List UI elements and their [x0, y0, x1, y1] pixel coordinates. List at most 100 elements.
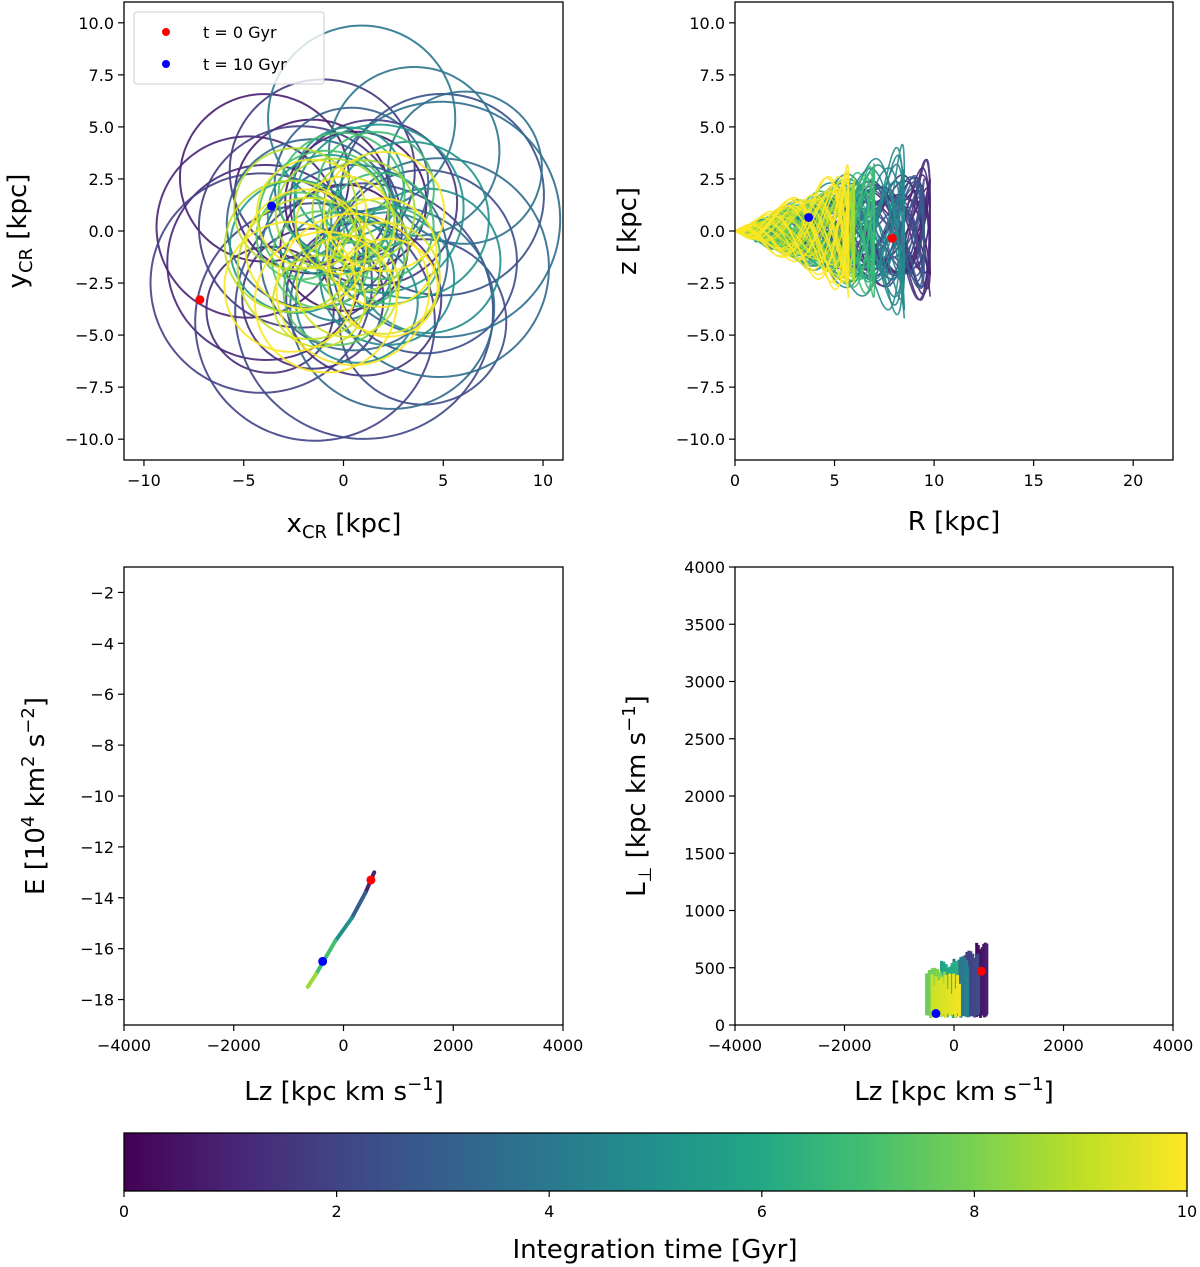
y-tick-label: 0.0 — [700, 222, 725, 241]
colorbar-tick-label: 0 — [119, 1202, 129, 1221]
xy-x-axis-label: xCR [kpc] — [287, 509, 402, 543]
x-tick-label: −4000 — [708, 1036, 762, 1055]
y-tick-label: −2 — [90, 583, 114, 602]
x-tick-label: −4000 — [97, 1036, 151, 1055]
y-tick-label: 7.5 — [89, 66, 114, 85]
x-tick-label: −2000 — [207, 1036, 261, 1055]
rz-y-ticks: 10.0 7.5 5.0 2.5 0.0 −2.5 −5.0 −7.5 −10.0 — [676, 14, 735, 449]
e-lz-x-axis-label: Lz [kpc km s−1] — [244, 1074, 444, 1107]
colorbar-tick-label: 2 — [332, 1202, 342, 1221]
x-tick-label: 4000 — [543, 1036, 584, 1055]
orbit-line — [293, 126, 405, 238]
orbit-line — [322, 151, 446, 273]
y-tick-label: 0 — [715, 1016, 725, 1035]
end-point-marker — [931, 1009, 941, 1019]
colorbar-tick-label: 10 — [1177, 1202, 1197, 1221]
y-tick-label: −10 — [80, 787, 114, 806]
legend-label-t0: t = 0 Gyr — [203, 23, 277, 42]
y-tick-label: 2000 — [684, 787, 725, 806]
orbit-line — [387, 90, 543, 245]
x-tick-label: 5 — [438, 471, 448, 490]
y-tick-label: −7.5 — [686, 378, 725, 397]
orbit-line — [293, 123, 465, 294]
orbit-line — [735, 163, 850, 298]
xy-y-ticks: 10.0 7.5 5.0 2.5 0.0 −2.5 −5.0 −7.5 −10.0 — [65, 14, 124, 449]
panel-e-lz: −4000 −2000 0 2000 4000 −2 −4 −6 −8 −10 −12 −14 −16… — [18, 566, 583, 1107]
lperp-lz-y-ticks: 4000 3500 3000 2500 2000 1500 1000 500 0 — [684, 558, 735, 1035]
y-tick-label: 3500 — [684, 615, 725, 634]
y-tick-label: 1500 — [684, 844, 725, 863]
colorbar-tick-label: 6 — [757, 1202, 767, 1221]
y-tick-label: −10.0 — [65, 430, 114, 449]
orbit-line — [244, 188, 367, 310]
track-segment — [305, 972, 319, 989]
legend-label-t10: t = 10 Gyr — [203, 55, 287, 74]
y-tick-label: 10.0 — [78, 14, 114, 33]
e-lz-plot-frame — [123, 566, 564, 1026]
legend-box — [133, 11, 325, 85]
x-tick-label: 20 — [1123, 471, 1143, 490]
end-point-marker — [318, 956, 328, 966]
orbit-line — [326, 197, 438, 309]
orbit-line — [295, 234, 400, 338]
lperp-lz-x-axis-label: Lz [kpc km s−1] — [854, 1074, 1054, 1107]
orbit-line — [274, 157, 389, 271]
e-lz-x-ticks: −4000 −2000 0 2000 4000 — [97, 1025, 583, 1055]
orbit-line — [294, 175, 396, 276]
xy-x-ticks: −10 −5 0 5 10 — [127, 460, 553, 490]
x-tick-label: 0 — [338, 471, 348, 490]
legend-marker-t0 — [162, 28, 170, 36]
y-tick-label: 2500 — [684, 730, 725, 749]
xy-orbit-lines — [149, 24, 562, 442]
orbit-line — [253, 230, 398, 374]
y-tick-label: −8 — [90, 736, 114, 755]
y-tick-label: −7.5 — [75, 378, 114, 397]
orbit-line — [271, 254, 367, 348]
x-tick-label: 15 — [1023, 471, 1043, 490]
lperp-lz-plot-frame — [734, 566, 1174, 1026]
orbit-line — [311, 159, 416, 263]
orbit-line — [194, 202, 436, 442]
start-point-marker — [976, 966, 986, 976]
colorbar-tick-label: 8 — [969, 1202, 979, 1221]
orbit-line — [205, 245, 335, 374]
x-tick-label: −5 — [232, 471, 256, 490]
x-tick-label: 10 — [924, 471, 944, 490]
x-tick-label: 2000 — [1043, 1036, 1084, 1055]
orbit-line — [327, 66, 501, 237]
e-lz-y-ticks: −2 −4 −6 −8 −10 −12 −14 −16 −18 — [80, 583, 124, 1010]
panel-lperp-lz: −4000 −2000 0 2000 4000 4000 3500 3000 2500 2000… — [619, 558, 1193, 1107]
x-tick-label: 0 — [730, 471, 740, 490]
lperp-lz-bands — [925, 942, 989, 1019]
y-tick-label: −5.0 — [686, 326, 725, 345]
colorbar-label: Integration time [Gyr] — [512, 1235, 797, 1265]
y-tick-label: −5.0 — [75, 326, 114, 345]
lperp-lz-x-ticks: −4000 −2000 0 2000 4000 — [708, 1025, 1193, 1055]
y-tick-label: −14 — [80, 889, 114, 908]
y-tick-label: 1000 — [684, 902, 725, 921]
y-tick-label: 0.0 — [89, 222, 114, 241]
rz-y-axis-label: z [kpc] — [613, 187, 643, 275]
x-tick-label: 4000 — [1153, 1036, 1194, 1055]
x-tick-label: 10 — [533, 471, 553, 490]
end-point-marker — [267, 201, 277, 211]
y-tick-label: −2.5 — [686, 274, 725, 293]
orbit-line — [338, 238, 508, 406]
xy-y-axis-label: yCR [kpc] — [3, 174, 37, 289]
orbit-line — [330, 140, 490, 299]
start-point-marker — [366, 875, 376, 885]
legend-marker-t10 — [162, 60, 170, 68]
y-tick-label: −4 — [90, 634, 114, 653]
x-tick-label: 5 — [829, 471, 839, 490]
x-tick-label: 0 — [338, 1036, 348, 1055]
start-point-marker — [887, 233, 897, 243]
rz-x-axis-label: R [kpc] — [908, 507, 1000, 537]
x-tick-label: 0 — [949, 1036, 959, 1055]
panel-xy: −10 −5 0 5 10 10.0 7.5 5.0 2.5 0.0 −2.5 −5.0 −7.5 −1… — [3, 1, 564, 543]
rz-orbit-lines — [735, 143, 931, 319]
y-tick-label: −12 — [80, 838, 114, 857]
orbit-line — [223, 179, 359, 313]
orbit-line — [236, 196, 382, 341]
start-point-marker — [195, 295, 205, 305]
